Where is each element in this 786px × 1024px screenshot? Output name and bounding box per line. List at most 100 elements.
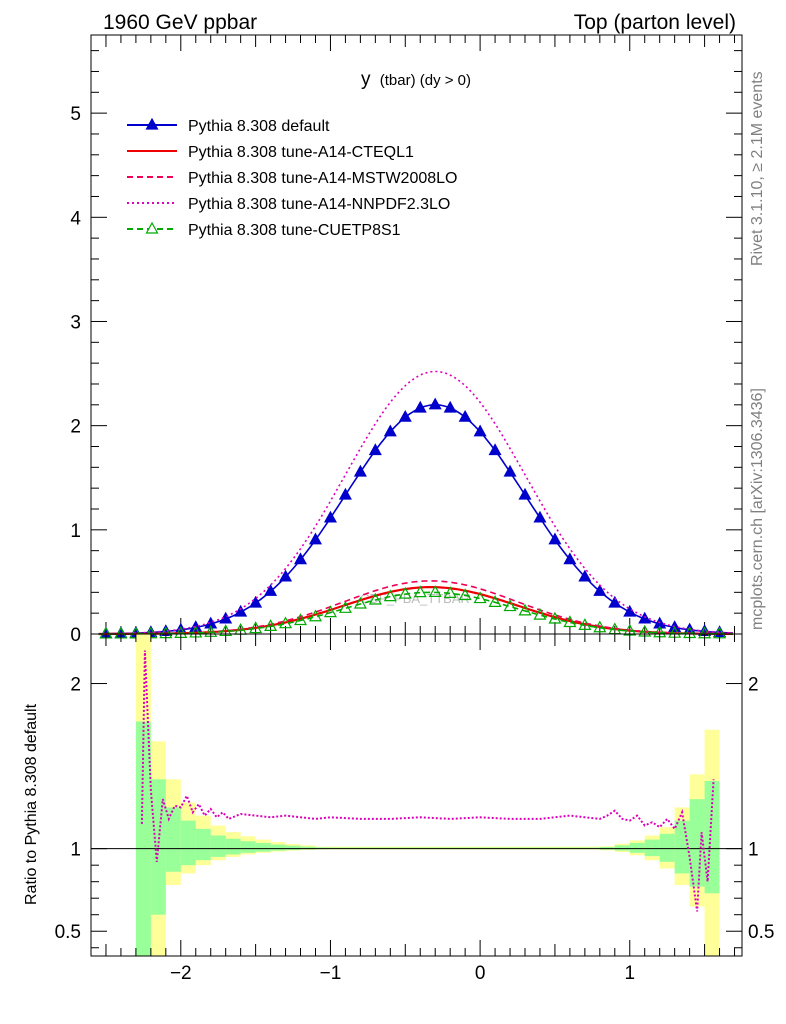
band-green-bin [674,820,690,874]
data-point [488,443,502,456]
data-point [249,621,263,634]
data-point [443,586,457,598]
data-point [308,532,322,545]
data-point [234,604,248,617]
data-point [338,601,352,613]
data-point [413,400,427,413]
legend: Pythia 8.308 default Pythia 8.308 tune-A1… [127,117,457,239]
x-tick-label: −2 [170,963,192,984]
legend-marker [145,221,159,234]
band-green-bin [240,841,256,853]
x-tick-labels: −2 −1 0 1 [170,963,635,984]
legend-label: Pythia 8.308 tune-CUETP8S1 [188,222,401,239]
data-point [473,424,487,437]
data-point [294,613,308,626]
ratio-axis-ticks [90,634,742,956]
band-green-bin [659,833,675,862]
series-line [98,370,734,635]
data-point [533,510,547,523]
legend-marker [145,117,159,130]
legend-label: Pythia 8.308 tune-A14-MSTW2008LO [188,170,457,187]
data-point [578,569,592,582]
band-green-bin [225,838,241,855]
data-point [473,591,487,604]
header-right: Top (parton level) [574,11,736,34]
ratio-y-tick-labels: 0.5 0.5 1 1 2 2 [55,675,775,944]
data-point [518,487,532,500]
data-point [638,611,652,624]
data-point [533,607,547,620]
main-y-tick-label: 1 [70,521,81,542]
ratio-y-tick-label-right: 0.5 [748,922,774,943]
ratio-y-tick-label-left: 2 [70,675,81,696]
ratio-y-tick-label-left: 0.5 [55,922,81,943]
band-green-bin [689,799,705,887]
band-green-bin [180,820,196,866]
data-point [428,585,442,597]
data-point [563,552,577,565]
band-green-bin [270,844,286,851]
mcplots-label: mcplots.cern.ch [arXiv:1306.3436] [749,388,766,630]
data-point [518,603,532,616]
band-green-bin [300,846,316,850]
legend-label: Pythia 8.308 tune-A14-CTEQL1 [188,144,414,161]
ratio-y-tick-label-left: 1 [70,840,81,861]
plot-title-sub: (tbar) (dy > 0) [380,72,471,89]
ratio-frame [90,633,743,957]
data-point [368,592,382,605]
band-green-bin [255,842,271,852]
data-point [428,397,442,410]
data-point [279,569,293,582]
data-point [264,619,278,632]
x-tick-label: 1 [624,963,635,984]
main-y-tick-label: 5 [70,104,81,125]
data-point [279,616,293,629]
data-point [264,584,278,596]
band-green-bin [285,845,301,850]
data-point [249,595,263,608]
data-point [308,609,322,622]
ratio-panel: 0.5 0.5 1 1 2 2 −2 −1 0 1 Ratio to Pythia 8.308 … [23,633,775,984]
band-green-bin [629,842,645,853]
legend-label: Pythia 8.308 default [188,118,330,135]
data-point [413,585,427,598]
data-point [563,615,577,628]
main-y-tick-label: 4 [70,208,81,229]
data-point [503,464,517,477]
data-point [383,589,397,602]
data-point [623,604,637,617]
data-point [294,552,308,565]
band-green-bin [195,828,211,861]
data-point [548,611,562,624]
data-point [353,596,367,609]
main-y-tick-label: 2 [70,417,81,438]
data-point [578,618,592,630]
rivet-label: Rivet 3.1.10, ≥ 2.1M events [749,71,766,266]
main-y-tick-label: 0 [70,625,81,646]
ratio-curves [140,650,715,912]
data-point [593,584,607,596]
band-green-bin [135,721,151,956]
data-point [458,409,472,422]
data-point [548,532,562,545]
plot-title: y (tbar) (dy > 0) [361,69,471,90]
legend-label: Pythia 8.308 tune-A14-NNPDF2.3LO [188,196,450,213]
data-point [593,620,607,633]
data-point [398,586,412,599]
ratio-ylabel: Ratio to Pythia 8.308 default [23,703,40,905]
main-curves [98,370,734,639]
band-green-bin [614,845,630,851]
band-green-bin [704,780,720,894]
data-point [323,605,337,618]
data-point [338,487,352,500]
x-tick-label: −1 [320,963,342,984]
data-point [353,464,367,477]
ratio-series-line [140,650,715,912]
data-point [383,424,397,437]
ratio-y-tick-label-right: 1 [748,840,759,861]
plot-title-main: y [361,69,371,90]
data-point [398,409,412,422]
x-tick-label: 0 [475,963,486,984]
